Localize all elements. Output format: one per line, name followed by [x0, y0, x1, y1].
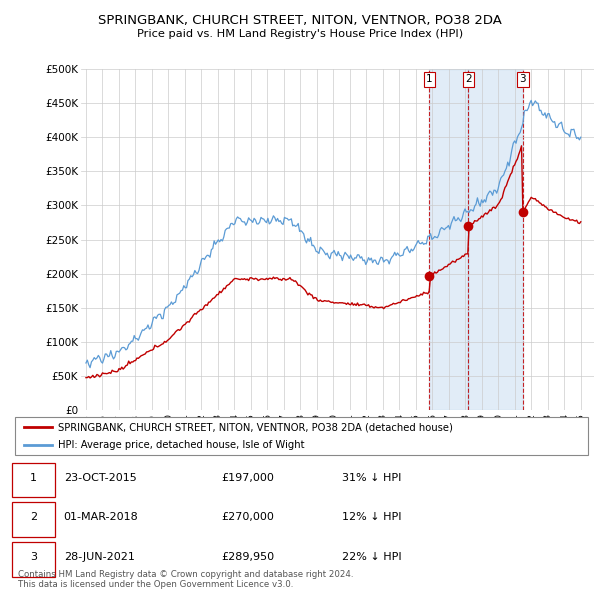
Text: £270,000: £270,000 — [221, 512, 274, 522]
Text: 12% ↓ HPI: 12% ↓ HPI — [341, 512, 401, 522]
Text: 1: 1 — [30, 473, 37, 483]
Text: SPRINGBANK, CHURCH STREET, NITON, VENTNOR, PO38 2DA: SPRINGBANK, CHURCH STREET, NITON, VENTNO… — [98, 14, 502, 27]
Text: £289,950: £289,950 — [221, 552, 274, 562]
Text: 22% ↓ HPI: 22% ↓ HPI — [341, 552, 401, 562]
Text: HPI: Average price, detached house, Isle of Wight: HPI: Average price, detached house, Isle… — [58, 440, 304, 450]
Bar — [429, 69, 468, 410]
Text: 01-MAR-2018: 01-MAR-2018 — [64, 512, 139, 522]
FancyBboxPatch shape — [12, 463, 55, 497]
Text: 1: 1 — [426, 74, 433, 84]
Text: 3: 3 — [520, 74, 526, 84]
Text: 31% ↓ HPI: 31% ↓ HPI — [341, 473, 401, 483]
Text: 2: 2 — [465, 74, 472, 84]
Text: 23-OCT-2015: 23-OCT-2015 — [64, 473, 136, 483]
Text: £197,000: £197,000 — [221, 473, 274, 483]
Text: 3: 3 — [30, 552, 37, 562]
FancyBboxPatch shape — [12, 503, 55, 537]
Text: SPRINGBANK, CHURCH STREET, NITON, VENTNOR, PO38 2DA (detached house): SPRINGBANK, CHURCH STREET, NITON, VENTNO… — [58, 422, 453, 432]
Text: 2: 2 — [30, 512, 37, 522]
Bar — [468, 69, 523, 410]
Text: Contains HM Land Registry data © Crown copyright and database right 2024.
This d: Contains HM Land Registry data © Crown c… — [18, 570, 353, 589]
Text: Price paid vs. HM Land Registry's House Price Index (HPI): Price paid vs. HM Land Registry's House … — [137, 30, 463, 39]
FancyBboxPatch shape — [15, 417, 588, 455]
Text: 28-JUN-2021: 28-JUN-2021 — [64, 552, 134, 562]
FancyBboxPatch shape — [12, 542, 55, 577]
